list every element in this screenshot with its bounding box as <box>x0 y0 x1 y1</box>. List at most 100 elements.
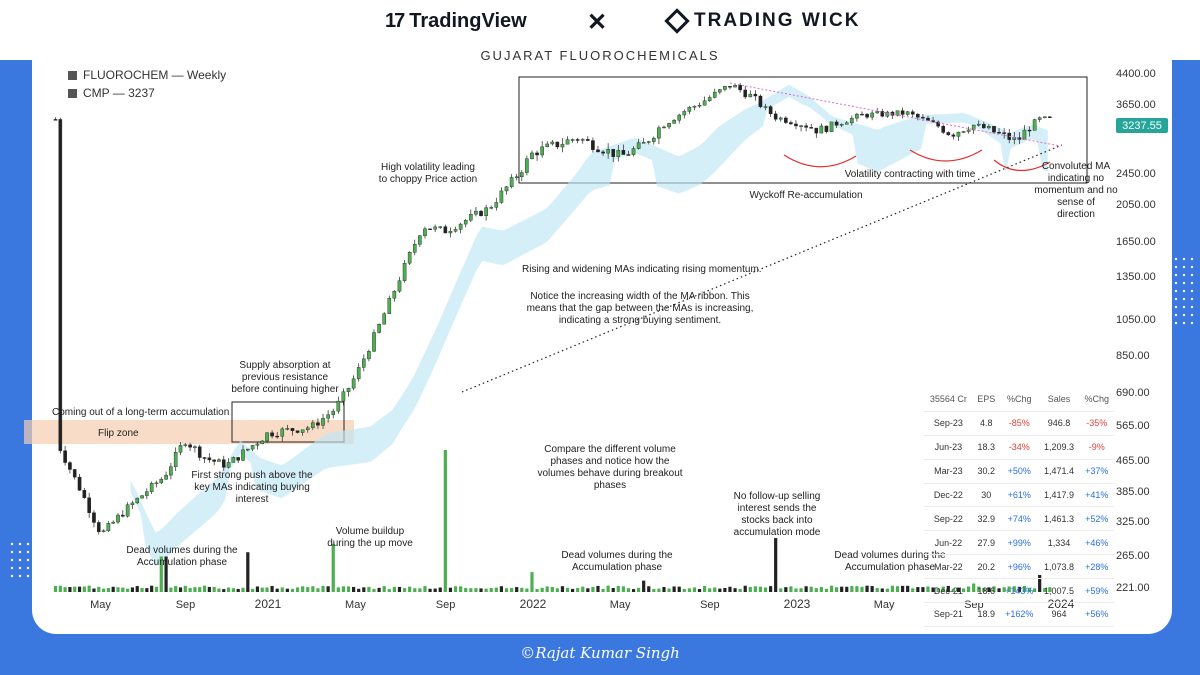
candle-up <box>231 457 236 463</box>
annotation-volume-buildup-line: during the up move <box>327 538 413 549</box>
candle-up <box>246 448 250 451</box>
annotation-compare-volume-line: phases and notice how the <box>551 456 670 467</box>
x-tick-label: May <box>610 599 631 611</box>
candle-up <box>377 324 381 333</box>
candle-up <box>217 459 221 462</box>
candle-up <box>183 444 188 446</box>
annotation-rising-mas: Rising and widening MAs indicating risin… <box>522 264 762 275</box>
volume-bar <box>382 586 386 592</box>
volume-bar <box>150 585 154 592</box>
candle-up <box>474 210 478 215</box>
candle-up <box>149 482 154 492</box>
footer-credit: ©Rajat Kumar Singh <box>520 644 680 662</box>
volume-bar <box>875 588 879 592</box>
candle-up <box>1037 117 1042 120</box>
candle-down <box>814 127 819 134</box>
candle-up <box>173 452 178 467</box>
volume-bar <box>540 587 544 592</box>
candle-down <box>951 134 956 137</box>
candle-down <box>992 126 996 133</box>
candle-up <box>305 427 310 430</box>
financials-row: Dec-21 18.6 +143% 1,007.5 +59% <box>924 578 1114 604</box>
volume-bar <box>159 556 163 592</box>
annotation-no-follow-up-line: No follow-up selling <box>734 491 821 502</box>
volume-bar <box>850 586 854 592</box>
decor-dots <box>8 540 38 580</box>
candle-down <box>997 131 1001 134</box>
candle-down <box>626 154 631 156</box>
candle-up <box>616 150 621 157</box>
annotation-volatility-contracting: Volatility contracting with time <box>845 169 976 180</box>
candle-down <box>295 430 300 433</box>
financials-cell: 30 <box>972 483 1000 508</box>
y-tick-label: 465.00 <box>1116 455 1150 467</box>
volume-bar <box>697 588 702 592</box>
annotation-high-volatility-line: to choppy Price action <box>379 174 477 185</box>
candle-up <box>484 207 488 217</box>
candle-up <box>966 129 971 132</box>
volume-bar <box>586 588 590 592</box>
candle-down <box>575 139 580 141</box>
volume-bar <box>246 552 250 592</box>
annotation-ribbon-note: Notice the increasing width of the MA ri… <box>527 291 754 326</box>
financials-cell: Jun-23 <box>924 435 973 460</box>
annotation-dead-vol-2-line: Accumulation phase <box>572 562 662 573</box>
annotation-supply-absorption-line: previous resistance <box>242 372 329 383</box>
candle-up <box>748 93 753 98</box>
decor-dots <box>1172 255 1198 325</box>
candle-up <box>255 443 260 446</box>
volume-bar <box>824 588 829 592</box>
candle-up <box>718 89 722 93</box>
support-trendline <box>461 144 1063 393</box>
volume-bar <box>758 586 763 592</box>
financials-cell: 30.2 <box>972 459 1000 484</box>
y-tick-label: 385.00 <box>1116 486 1150 498</box>
candle-down <box>586 139 590 141</box>
volume-bar <box>357 588 361 592</box>
financials-cell: +74% <box>999 506 1039 532</box>
volume-bar <box>682 588 686 592</box>
volume-bar <box>87 585 91 592</box>
financials-cell: 1,461.3 <box>1038 506 1080 532</box>
candle-up <box>463 219 468 225</box>
candle-down <box>197 446 202 458</box>
candle-down <box>936 121 940 127</box>
candle-up <box>631 148 636 155</box>
volume-bar <box>840 586 844 592</box>
volume-bar <box>606 585 610 592</box>
volume-bar <box>290 588 295 592</box>
annotation-ribbon-note-line: means that the gap between the MAs is in… <box>527 303 754 314</box>
candle-up <box>101 530 106 532</box>
y-tick-label: 265.00 <box>1116 550 1150 562</box>
candle-down <box>555 141 560 148</box>
candle-down <box>946 132 951 136</box>
volume-bar <box>637 587 641 592</box>
candle-up <box>351 378 356 389</box>
volume-bar <box>835 587 839 592</box>
volume-bar <box>890 585 895 592</box>
candle-up <box>662 126 666 129</box>
candle-down <box>738 84 742 91</box>
volume-bar <box>169 587 173 592</box>
volume-bar <box>97 586 101 592</box>
candle-up <box>530 152 534 159</box>
x-tick-label: Sep <box>700 599 720 611</box>
volume-bar <box>58 585 62 592</box>
candle-up <box>875 111 880 114</box>
volume-bar <box>779 588 783 592</box>
candle-down <box>221 459 226 468</box>
annotation-convoluted-line: indicating no <box>1048 173 1105 184</box>
candle-up <box>331 410 336 415</box>
volume-bar <box>222 589 226 592</box>
candle-up <box>819 125 824 134</box>
candle-down <box>53 119 58 121</box>
candle-up <box>692 105 697 108</box>
volume-bar <box>550 586 554 592</box>
annotation-high-volatility-line: High volatility leading <box>381 162 475 173</box>
y-tick-label: 2450.00 <box>1116 168 1156 180</box>
volume-bar <box>809 586 813 592</box>
volume-bar <box>453 586 458 592</box>
